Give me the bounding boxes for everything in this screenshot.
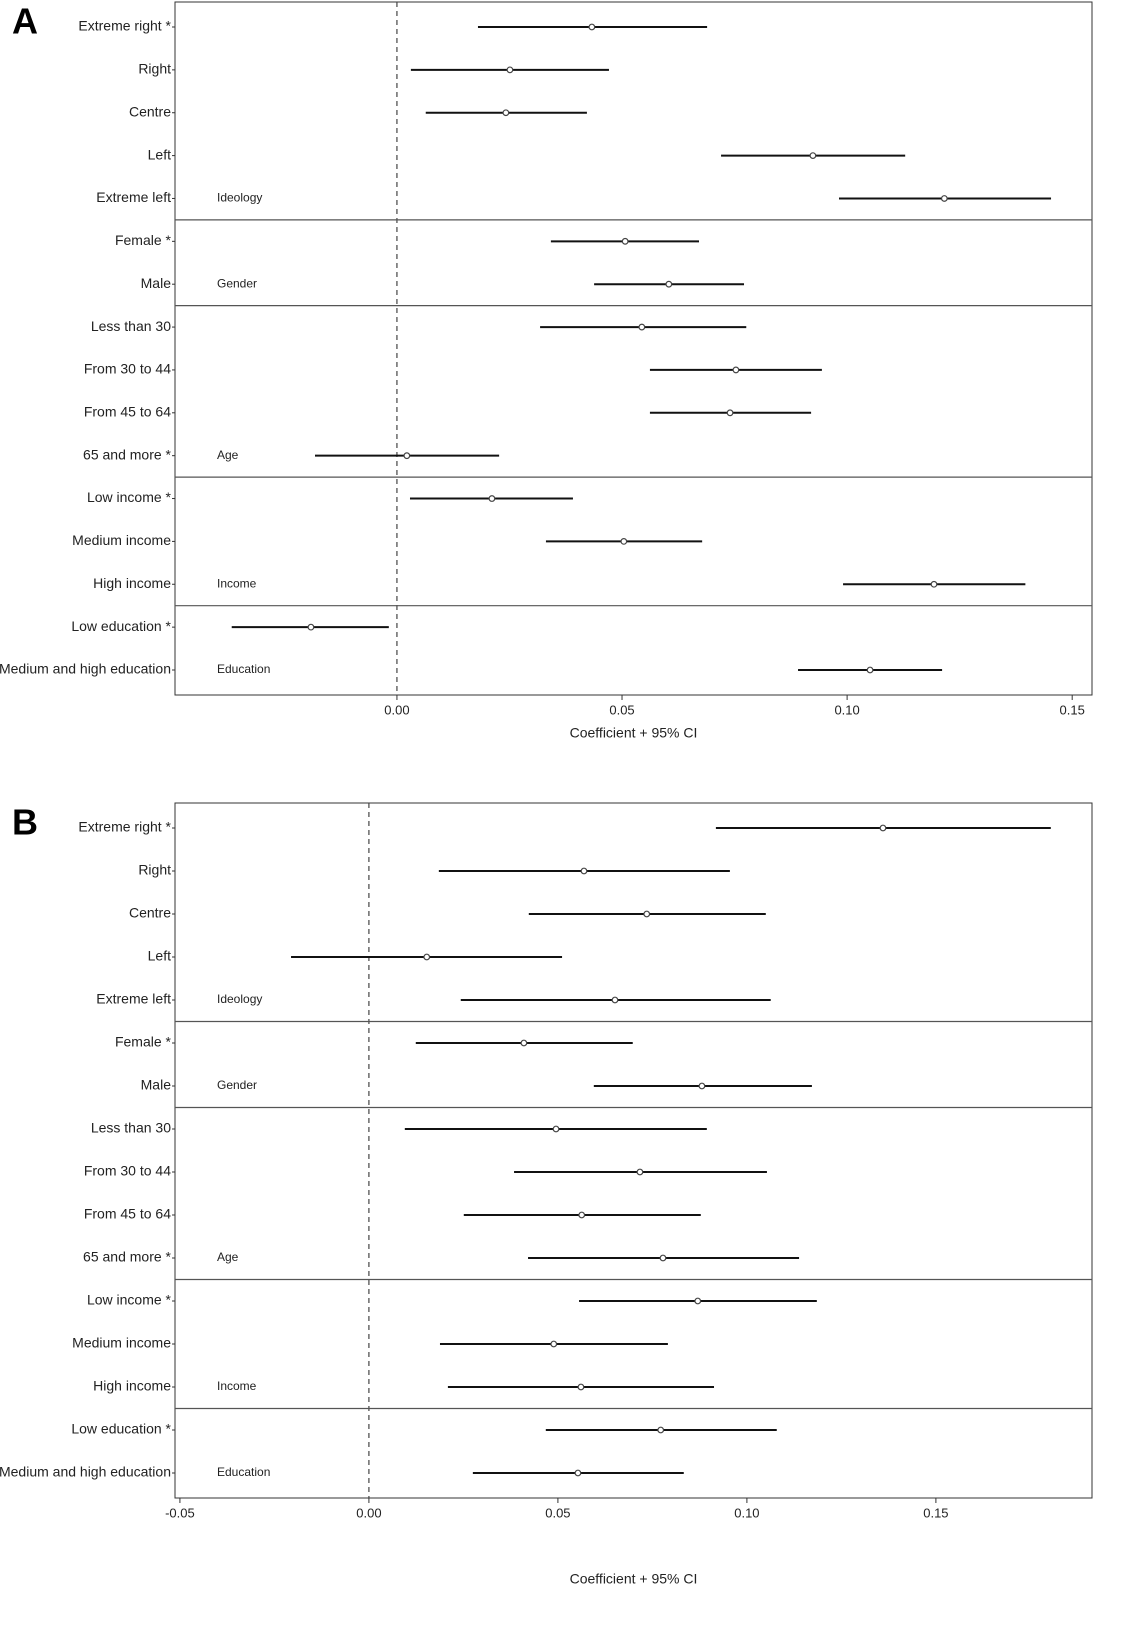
point-estimate bbox=[578, 1211, 586, 1219]
point-estimate bbox=[403, 452, 411, 460]
category-label: Male bbox=[141, 275, 172, 291]
group-label: Age bbox=[217, 448, 239, 462]
x-axis-title: Coefficient + 95% CI bbox=[570, 1571, 698, 1587]
point-estimate bbox=[307, 623, 315, 631]
panel-label: A bbox=[12, 1, 38, 42]
category-label: Medium and high education bbox=[0, 661, 171, 677]
group-label: Education bbox=[217, 662, 270, 676]
x-tick-label: 0.00 bbox=[384, 702, 409, 717]
category-label: Extreme right * bbox=[78, 18, 171, 34]
category-label: From 30 to 44 bbox=[84, 1163, 171, 1179]
category-label: Male bbox=[141, 1077, 172, 1093]
point-estimate bbox=[506, 66, 514, 74]
x-tick-label: 0.05 bbox=[609, 702, 634, 717]
category-label: Extreme left bbox=[96, 991, 171, 1007]
category-label: From 45 to 64 bbox=[84, 404, 171, 420]
category-label: Extreme left bbox=[96, 189, 171, 205]
category-label: Medium income bbox=[72, 532, 171, 548]
plot-frame bbox=[174, 1, 1093, 696]
group-label: Gender bbox=[217, 276, 257, 290]
point-estimate bbox=[580, 867, 588, 875]
point-estimate bbox=[866, 666, 874, 674]
group-label: Income bbox=[217, 576, 257, 590]
group-label: Income bbox=[217, 1379, 257, 1393]
point-estimate bbox=[588, 23, 596, 31]
group-label: Age bbox=[217, 1250, 239, 1264]
point-estimate bbox=[620, 538, 628, 545]
category-label: From 45 to 64 bbox=[84, 1206, 171, 1222]
category-label: 65 and more * bbox=[83, 1249, 171, 1265]
point-estimate bbox=[574, 1469, 582, 1477]
category-label: Centre bbox=[129, 103, 171, 119]
group-label: Ideology bbox=[217, 191, 262, 205]
point-estimate bbox=[577, 1383, 585, 1391]
category-label: Less than 30 bbox=[91, 1120, 171, 1136]
category-label: High income bbox=[93, 1378, 171, 1394]
x-tick-label: 0.15 bbox=[923, 1505, 948, 1520]
point-estimate bbox=[621, 237, 629, 245]
category-label: Less than 30 bbox=[91, 318, 171, 334]
group-label: Education bbox=[217, 1465, 270, 1479]
category-label: Left bbox=[148, 146, 171, 162]
point-estimate bbox=[638, 323, 646, 331]
category-label: Low education * bbox=[71, 1421, 171, 1437]
point-estimate bbox=[502, 109, 510, 117]
point-estimate bbox=[423, 953, 431, 961]
x-tick-label: 0.10 bbox=[734, 1505, 759, 1520]
category-label: Extreme right * bbox=[78, 819, 171, 835]
point-estimate bbox=[726, 409, 734, 417]
category-label: Female * bbox=[115, 232, 172, 248]
x-tick-label: 0.05 bbox=[545, 1505, 570, 1520]
point-estimate bbox=[930, 580, 938, 588]
x-tick-label: 0.10 bbox=[834, 702, 859, 717]
group-label: Ideology bbox=[217, 992, 262, 1006]
category-label: Low income * bbox=[87, 1292, 172, 1308]
point-estimate bbox=[657, 1426, 665, 1434]
plot-frame bbox=[174, 802, 1093, 1499]
category-label: Left bbox=[148, 948, 171, 964]
point-estimate bbox=[694, 1297, 702, 1305]
x-tick-label: 0.15 bbox=[1060, 702, 1085, 717]
point-estimate bbox=[665, 280, 673, 288]
point-estimate bbox=[643, 910, 651, 918]
x-tick-label: 0.00 bbox=[356, 1505, 381, 1520]
category-label: From 30 to 44 bbox=[84, 361, 171, 377]
category-label: 65 and more * bbox=[83, 446, 171, 462]
point-estimate bbox=[940, 195, 948, 202]
point-estimate bbox=[636, 1168, 644, 1176]
group-label: Gender bbox=[217, 1078, 257, 1092]
category-label: Centre bbox=[129, 905, 171, 921]
category-label: Female * bbox=[115, 1034, 172, 1050]
category-label: Medium income bbox=[72, 1335, 171, 1351]
category-label: Right bbox=[138, 862, 171, 878]
category-label: Right bbox=[138, 61, 171, 77]
point-estimate bbox=[698, 1082, 706, 1090]
point-estimate bbox=[520, 1039, 528, 1047]
category-label: Low education * bbox=[71, 618, 171, 634]
category-label: Medium and high education bbox=[0, 1464, 171, 1480]
point-estimate bbox=[809, 152, 817, 160]
point-estimate bbox=[488, 495, 496, 502]
point-estimate bbox=[550, 1340, 558, 1348]
panel-label: B bbox=[12, 802, 38, 843]
point-estimate bbox=[659, 1254, 667, 1262]
point-estimate bbox=[552, 1125, 560, 1133]
x-tick-label: -0.05 bbox=[165, 1505, 195, 1520]
category-label: High income bbox=[93, 575, 171, 591]
point-estimate bbox=[732, 366, 740, 374]
category-label: Low income * bbox=[87, 489, 172, 505]
point-estimate bbox=[611, 996, 619, 1004]
point-estimate bbox=[879, 824, 887, 832]
x-axis-title: Coefficient + 95% CI bbox=[570, 725, 698, 741]
